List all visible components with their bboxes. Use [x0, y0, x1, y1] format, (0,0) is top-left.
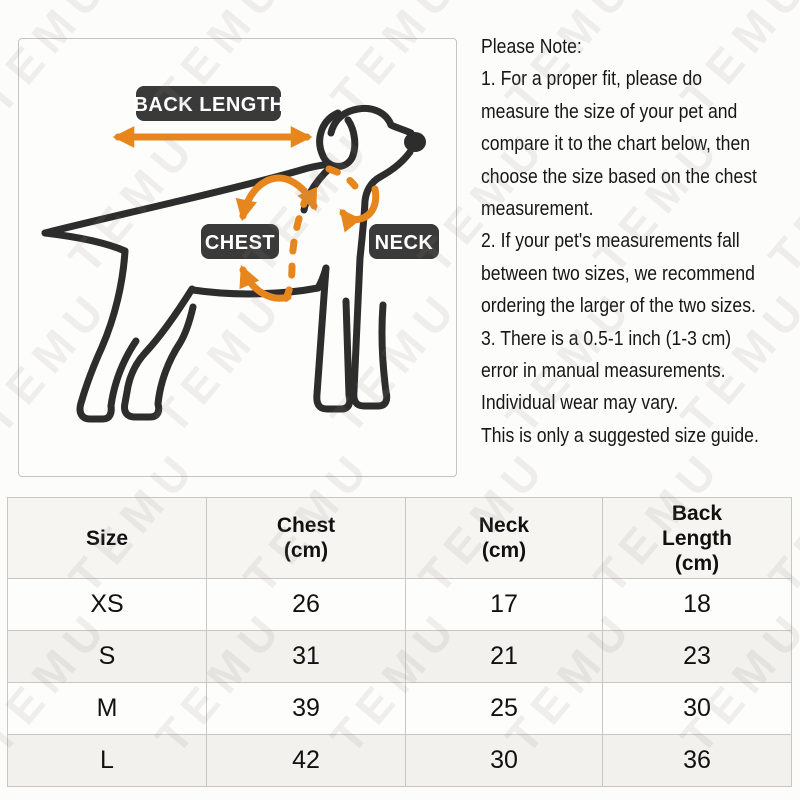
note-line: measure the size of your pet and — [481, 100, 738, 123]
neck-label: NECK — [369, 224, 439, 259]
note-line: 2. If your pet's measurements fall — [481, 230, 740, 253]
cell-neck: 21 — [405, 630, 603, 683]
cell-back-length: 23 — [602, 630, 792, 683]
dog-outline-illustration — [41, 104, 426, 423]
header-size: Size — [7, 497, 207, 579]
table-row-xs: XS 26 17 18 — [7, 578, 792, 631]
note-line: compare it to the chart below, then — [481, 133, 751, 156]
cell-neck: 30 — [405, 734, 603, 787]
cell-neck: 17 — [405, 578, 603, 631]
header-neck-text: Neck — [478, 514, 530, 537]
header-neck: Neck (cm) — [405, 497, 603, 579]
cell-back-length: 18 — [602, 578, 792, 631]
note-line: 1. For a proper fit, please do — [481, 68, 703, 91]
note-line: 3. There is a 0.5-1 inch (1-3 cm) — [481, 327, 732, 350]
cell-back-length: 30 — [602, 682, 792, 735]
header-neck-unit: (cm) — [481, 539, 527, 562]
temu-watermark: TEMU — [758, 119, 800, 283]
size-chart-table: Size Chest (cm) Neck (cm) Back Length (c… — [7, 497, 792, 787]
note-line: Please Note: — [481, 36, 582, 58]
note-line: error in manual measurements. — [481, 360, 726, 383]
back-length-label-text: BACK LENGTH — [133, 94, 284, 116]
notes-block: Please Note: 1. For a proper fit, please… — [481, 31, 759, 452]
cell-size: S — [7, 630, 207, 683]
note-line: ordering the larger of the two sizes. — [481, 295, 756, 318]
dog-measurement-diagram: BACK LENGTH CHEST NECK — [18, 38, 457, 477]
cell-back-length: 36 — [602, 734, 792, 787]
cell-chest: 26 — [206, 578, 406, 631]
dog-diagram-svg: BACK LENGTH CHEST NECK — [41, 86, 439, 423]
cell-chest: 42 — [206, 734, 406, 787]
header-back-length-unit: (cm) — [674, 551, 720, 575]
table-row-l: L 42 30 36 — [7, 734, 792, 787]
neck-measure-arrows — [325, 165, 380, 233]
chest-measure-arrows — [235, 174, 318, 306]
table-row-s: S 31 21 23 — [7, 630, 792, 683]
header-size-text: Size — [85, 526, 129, 550]
cell-size: L — [7, 734, 207, 787]
header-chest-text: Chest — [276, 514, 336, 537]
note-line: between two sizes, we recommend — [481, 262, 755, 285]
back-length-label: BACK LENGTH — [133, 86, 284, 121]
cell-chest: 31 — [206, 630, 406, 683]
header-chest-unit: (cm) — [283, 539, 329, 562]
cell-chest: 39 — [206, 682, 406, 735]
header-chest: Chest (cm) — [206, 497, 406, 579]
cell-size: M — [7, 682, 207, 735]
note-line: choose the size based on the chest — [481, 165, 757, 188]
chest-label-text: CHEST — [205, 232, 275, 254]
table-header-row: Size Chest (cm) Neck (cm) Back Length (c… — [7, 497, 792, 579]
header-back-length: Back Length (cm) — [602, 497, 792, 579]
chest-label: CHEST — [201, 224, 279, 259]
table-row-m: M 39 25 30 — [7, 682, 792, 735]
note-line: This is only a suggested size guide. — [481, 424, 759, 447]
header-back-length-text: Back — [671, 501, 723, 525]
cell-neck: 25 — [405, 682, 603, 735]
note-line: Individual wear may vary. — [481, 392, 679, 415]
note-line: measurement. — [481, 198, 594, 221]
neck-label-text: NECK — [375, 232, 434, 254]
cell-size: XS — [7, 578, 207, 631]
header-back-length-text2: Length — [662, 526, 732, 550]
